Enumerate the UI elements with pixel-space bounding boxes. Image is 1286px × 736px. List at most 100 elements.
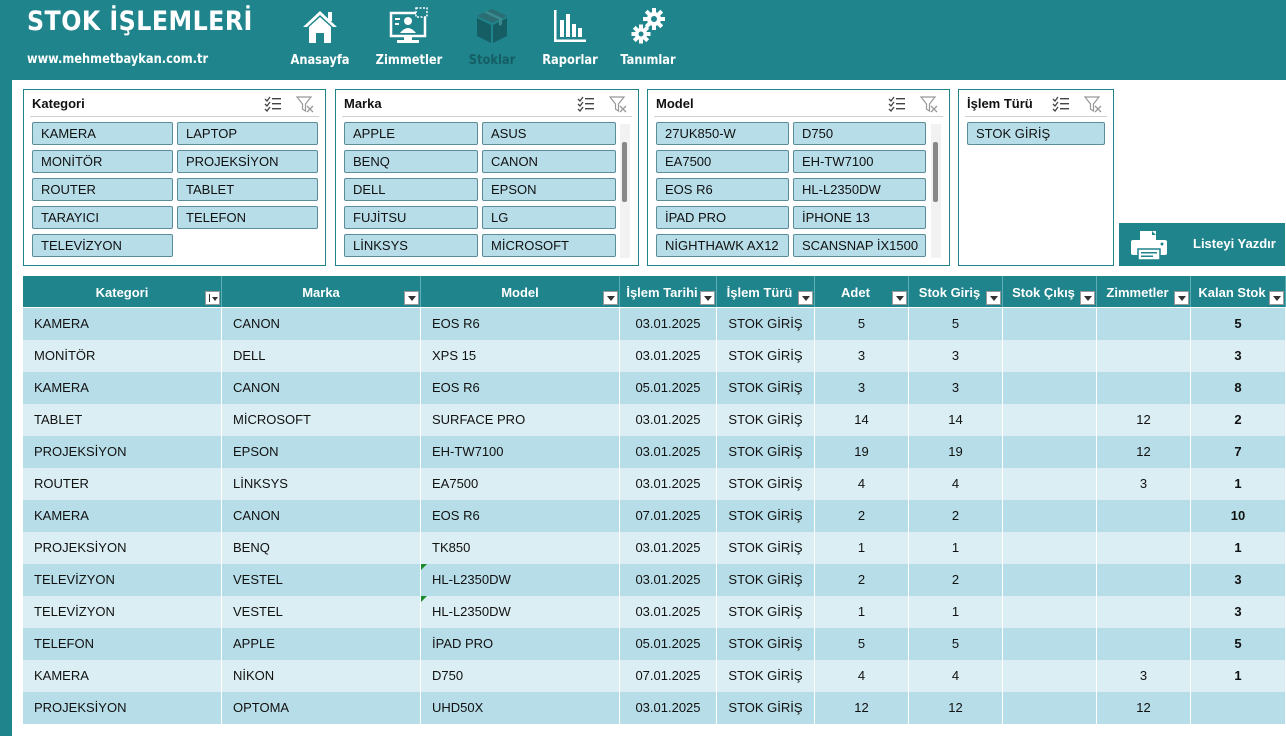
table-row[interactable]: PROJEKSİYON EPSON EH-TW7100 03.01.2025 STOK … bbox=[23, 436, 1286, 468]
cell-islem-tarihi[interactable]: 07.01.2025 bbox=[620, 660, 717, 692]
cell-islem-tarihi[interactable]: 03.01.2025 bbox=[620, 692, 717, 724]
slicer-item[interactable]: FUJİTSU bbox=[344, 206, 478, 229]
filter-dropdown-button[interactable] bbox=[1269, 291, 1284, 305]
cell-model[interactable]: HL-L2350DW bbox=[421, 564, 620, 596]
slicer-item[interactable]: DELL bbox=[344, 178, 478, 201]
print-list-button[interactable]: Listeyi Yazdır bbox=[1119, 223, 1285, 266]
table-row[interactable]: TELEVİZYON VESTEL HL-L2350DW 03.01.2025 STOK… bbox=[23, 564, 1286, 596]
slicer-item[interactable]: İPAD PRO bbox=[656, 206, 789, 229]
cell-kalan-stok[interactable]: 1 bbox=[1191, 468, 1286, 500]
cell-stok-giris[interactable]: 3 bbox=[909, 372, 1003, 404]
cell-islem-turu[interactable]: STOK GİRİŞ bbox=[717, 692, 815, 724]
slicer-item[interactable]: LAPTOP bbox=[177, 122, 318, 145]
cell-kategori[interactable]: KAMERA bbox=[23, 372, 222, 404]
filter-dropdown-button[interactable] bbox=[892, 291, 907, 305]
cell-kategori[interactable]: TELEVİZYON bbox=[23, 564, 222, 596]
cell-zimmetler[interactable] bbox=[1097, 532, 1191, 564]
cell-kategori[interactable]: PROJEKSİYON bbox=[23, 532, 222, 564]
column-header-marka[interactable]: Marka bbox=[222, 276, 421, 307]
cell-islem-tarihi[interactable]: 05.01.2025 bbox=[620, 372, 717, 404]
cell-kalan-stok[interactable]: 5 bbox=[1191, 308, 1286, 340]
cell-kategori[interactable]: ROUTER bbox=[23, 468, 222, 500]
cell-stok-giris[interactable]: 5 bbox=[909, 308, 1003, 340]
cell-kalan-stok[interactable]: 3 bbox=[1191, 564, 1286, 596]
slicer-item[interactable]: TABLET bbox=[177, 178, 318, 201]
cell-islem-tarihi[interactable]: 03.01.2025 bbox=[620, 596, 717, 628]
filter-dropdown-button[interactable] bbox=[798, 291, 813, 305]
cell-model[interactable]: EA7500 bbox=[421, 468, 620, 500]
slicer-item[interactable]: LG bbox=[482, 206, 616, 229]
website-link[interactable]: www.mehmetbaykan.com.tr bbox=[27, 52, 209, 67]
cell-stok-cikis[interactable] bbox=[1003, 564, 1097, 596]
column-header-zimmetler[interactable]: Zimmetler bbox=[1097, 276, 1191, 307]
cell-islem-turu[interactable]: STOK GİRİŞ bbox=[717, 308, 815, 340]
clear-filter-icon[interactable] bbox=[1084, 95, 1102, 113]
cell-marka[interactable]: CANON bbox=[222, 500, 421, 532]
cell-stok-giris[interactable]: 19 bbox=[909, 436, 1003, 468]
cell-islem-tarihi[interactable]: 03.01.2025 bbox=[620, 436, 717, 468]
slicer-item[interactable]: KAMERA bbox=[32, 122, 173, 145]
cell-marka[interactable]: CANON bbox=[222, 372, 421, 404]
cell-adet[interactable]: 19 bbox=[815, 436, 909, 468]
slicer-scrollbar[interactable] bbox=[620, 124, 630, 258]
cell-zimmetler[interactable]: 12 bbox=[1097, 404, 1191, 436]
slicer-item[interactable]: TELEFON bbox=[177, 206, 318, 229]
cell-stok-giris[interactable]: 3 bbox=[909, 340, 1003, 372]
cell-kalan-stok[interactable]: 10 bbox=[1191, 500, 1286, 532]
cell-model[interactable]: EH-TW7100 bbox=[421, 436, 620, 468]
cell-marka[interactable]: NİKON bbox=[222, 660, 421, 692]
cell-adet[interactable]: 14 bbox=[815, 404, 909, 436]
column-header-islem-turu[interactable]: İşlem Türü bbox=[717, 276, 815, 307]
clear-filter-icon[interactable] bbox=[296, 95, 314, 113]
cell-model[interactable]: TK850 bbox=[421, 532, 620, 564]
nav-anasayfa[interactable]: Anasayfa bbox=[275, 6, 365, 70]
cell-kalan-stok[interactable]: 3 bbox=[1191, 596, 1286, 628]
cell-zimmetler[interactable]: 3 bbox=[1097, 660, 1191, 692]
cell-kategori[interactable]: PROJEKSİYON bbox=[23, 692, 222, 724]
filter-dropdown-button[interactable] bbox=[1174, 291, 1189, 305]
cell-zimmetler[interactable] bbox=[1097, 596, 1191, 628]
table-row[interactable]: KAMERA CANON EOS R6 05.01.2025 STOK GİRİŞ 3 3 8 bbox=[23, 372, 1286, 404]
table-row[interactable]: PROJEKSİYON OPTOMA UHD50X 03.01.2025 STOK Gİ… bbox=[23, 692, 1286, 724]
table-row[interactable]: TABLET MİCROSOFT SURFACE PRO 03.01.2025 STOK… bbox=[23, 404, 1286, 436]
cell-islem-turu[interactable]: STOK GİRİŞ bbox=[717, 468, 815, 500]
column-header-kategori[interactable]: Kategori bbox=[23, 276, 222, 307]
cell-adet[interactable]: 1 bbox=[815, 532, 909, 564]
slicer-item[interactable]: NİGHTHAWK AX12 bbox=[656, 234, 789, 257]
cell-model[interactable]: İPAD PRO bbox=[421, 628, 620, 660]
cell-adet[interactable]: 4 bbox=[815, 468, 909, 500]
table-row[interactable]: KAMERA CANON EOS R6 03.01.2025 STOK GİRİŞ 5 5 5 bbox=[23, 308, 1286, 340]
cell-adet[interactable]: 5 bbox=[815, 628, 909, 660]
slicer-item[interactable]: TELEVİZYON bbox=[32, 234, 173, 257]
cell-kalan-stok[interactable]: 1 bbox=[1191, 532, 1286, 564]
cell-kategori[interactable]: MONİTÖR bbox=[23, 340, 222, 372]
slicer-scrollbar[interactable] bbox=[931, 124, 941, 258]
clear-filter-icon[interactable] bbox=[609, 95, 627, 113]
slicer-item[interactable]: İPHONE 13 bbox=[793, 206, 926, 229]
cell-stok-giris[interactable]: 1 bbox=[909, 596, 1003, 628]
table-row[interactable]: ROUTER LİNKSYS EA7500 03.01.2025 STOK GİRİŞ 4… bbox=[23, 468, 1286, 500]
cell-stok-giris[interactable]: 1 bbox=[909, 532, 1003, 564]
cell-kalan-stok[interactable]: 8 bbox=[1191, 372, 1286, 404]
cell-zimmetler[interactable] bbox=[1097, 372, 1191, 404]
cell-islem-turu[interactable]: STOK GİRİŞ bbox=[717, 532, 815, 564]
slicer-item[interactable]: PROJEKSİYON bbox=[177, 150, 318, 173]
cell-stok-cikis[interactable] bbox=[1003, 468, 1097, 500]
multi-select-icon[interactable] bbox=[1052, 95, 1070, 113]
filter-dropdown-button[interactable] bbox=[1080, 291, 1095, 305]
slicer-item[interactable]: BENQ bbox=[344, 150, 478, 173]
table-row[interactable]: KAMERA NİKON D750 07.01.2025 STOK GİRİŞ 4 4 3 1 bbox=[23, 660, 1286, 692]
cell-kalan-stok[interactable]: 1 bbox=[1191, 660, 1286, 692]
multi-select-icon[interactable] bbox=[577, 95, 595, 113]
slicer-item[interactable]: ROUTER bbox=[32, 178, 173, 201]
cell-zimmetler[interactable] bbox=[1097, 340, 1191, 372]
filter-dropdown-button[interactable] bbox=[986, 291, 1001, 305]
slicer-item[interactable]: D750 bbox=[793, 122, 926, 145]
filter-dropdown-button[interactable] bbox=[404, 291, 419, 305]
cell-stok-cikis[interactable] bbox=[1003, 308, 1097, 340]
column-header-adet[interactable]: Adet bbox=[815, 276, 909, 307]
cell-kalan-stok[interactable]: 2 bbox=[1191, 404, 1286, 436]
cell-stok-cikis[interactable] bbox=[1003, 692, 1097, 724]
cell-islem-tarihi[interactable]: 03.01.2025 bbox=[620, 308, 717, 340]
slicer-item[interactable]: EOS R6 bbox=[656, 178, 789, 201]
